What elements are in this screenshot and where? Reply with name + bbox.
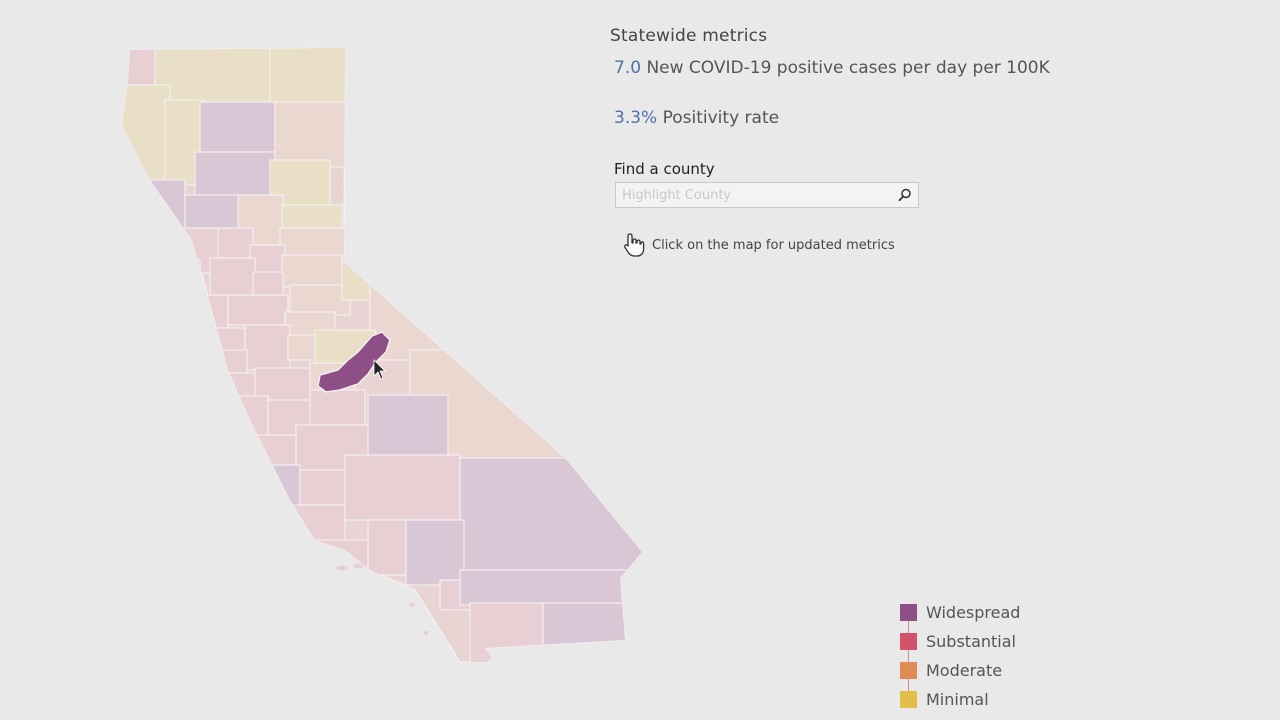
county-madera[interactable]: [309, 389, 366, 426]
legend-label: Moderate: [926, 661, 1003, 680]
county-glenn[interactable]: [184, 194, 241, 231]
county-santa-clara[interactable]: [222, 395, 269, 442]
county-imperial[interactable]: [542, 602, 643, 668]
county-colusa[interactable]: [217, 227, 254, 259]
county-sutter[interactable]: [252, 271, 284, 298]
county-napa[interactable]: [197, 294, 229, 331]
channel-island: [409, 603, 415, 607]
legend-item-widespread[interactable]: Widespread: [900, 598, 1020, 627]
channel-island: [353, 563, 363, 569]
county-san-bernardino[interactable]: [459, 457, 650, 579]
county-santa-barbara[interactable]: [304, 539, 371, 576]
map-hint: Click on the map for updated metrics: [622, 232, 1170, 258]
county-riverside[interactable]: [459, 569, 641, 606]
county-san-mateo[interactable]: [199, 394, 226, 441]
county-los-angeles[interactable]: [405, 519, 465, 586]
county-solano[interactable]: [199, 327, 246, 354]
county-modoc[interactable]: [269, 40, 351, 106]
county-search-input[interactable]: [616, 183, 898, 207]
county-kern[interactable]: [344, 454, 461, 521]
county-yolo[interactable]: [209, 257, 256, 299]
hand-pointer-icon: [624, 233, 645, 257]
county-tulare[interactable]: [367, 394, 449, 456]
county-san-diego[interactable]: [469, 602, 546, 668]
positivity-label: Positivity rate: [662, 108, 780, 128]
legend-item-minimal[interactable]: Minimal: [900, 685, 1020, 714]
positivity-value: 3.3%: [614, 108, 658, 128]
positivity-metric: 3.3% Positivity rate: [614, 106, 1170, 130]
county-alpine[interactable]: [341, 259, 373, 301]
county-contra-costa[interactable]: [201, 349, 248, 376]
county-search-box[interactable]: [615, 182, 919, 208]
county-alameda[interactable]: [209, 372, 256, 399]
map-svg[interactable]: [110, 40, 650, 670]
channel-island: [423, 631, 429, 635]
find-county-label: Find a county: [614, 160, 715, 178]
county-kings[interactable]: [299, 469, 346, 506]
panel-title: Statewide metrics: [610, 26, 768, 46]
legend-connector: [908, 612, 909, 699]
county-shasta[interactable]: [199, 101, 279, 155]
county-lassen[interactable]: [274, 101, 351, 168]
legend-item-substantial[interactable]: Substantial: [900, 627, 1020, 656]
county-marin[interactable]: [169, 304, 201, 341]
county-siskiyou[interactable]: [154, 40, 276, 106]
county-sacramento[interactable]: [227, 294, 289, 326]
county-nevada[interactable]: [279, 227, 351, 259]
search-icon[interactable]: [898, 188, 912, 202]
legend-label: Widespread: [926, 603, 1021, 622]
highlighted-county[interactable]: [317, 331, 391, 393]
california-county-map[interactable]: [110, 40, 650, 670]
legend-label: Substantial: [926, 632, 1016, 651]
county-san-benito[interactable]: [257, 434, 299, 466]
county-santa-cruz[interactable]: [219, 437, 261, 469]
county-sonoma[interactable]: [154, 259, 201, 306]
hint-text: Click on the map for updated metrics: [652, 237, 895, 253]
county-humboldt[interactable]: [110, 84, 171, 186]
cases-metric: 7.0 New COVID-19 positive cases per day …: [614, 56, 1170, 80]
cases-label: New COVID-19 positive cases per day per …: [646, 58, 1050, 78]
channel-island: [336, 565, 348, 571]
legend-swatch: [900, 633, 917, 650]
legend-swatch: [900, 604, 917, 621]
county-el-dorado[interactable]: [289, 284, 351, 316]
legend-swatch: [900, 662, 917, 679]
cases-value: 7.0: [614, 58, 642, 78]
county-sierra[interactable]: [281, 204, 343, 231]
legend-item-moderate[interactable]: Moderate: [900, 656, 1020, 685]
county-ventura[interactable]: [367, 519, 409, 576]
county-placer[interactable]: [281, 254, 343, 288]
legend-swatch: [900, 691, 917, 708]
legend-label: Minimal: [926, 690, 989, 709]
county-san-joaquin[interactable]: [244, 324, 291, 371]
metrics-panel: Statewide metrics 7.0 New COVID-19 posit…: [610, 26, 1170, 258]
county-monterey[interactable]: [229, 464, 301, 526]
map-legend: Widespread Substantial Moderate Minimal: [900, 598, 1020, 714]
county-tehama[interactable]: [194, 151, 276, 198]
